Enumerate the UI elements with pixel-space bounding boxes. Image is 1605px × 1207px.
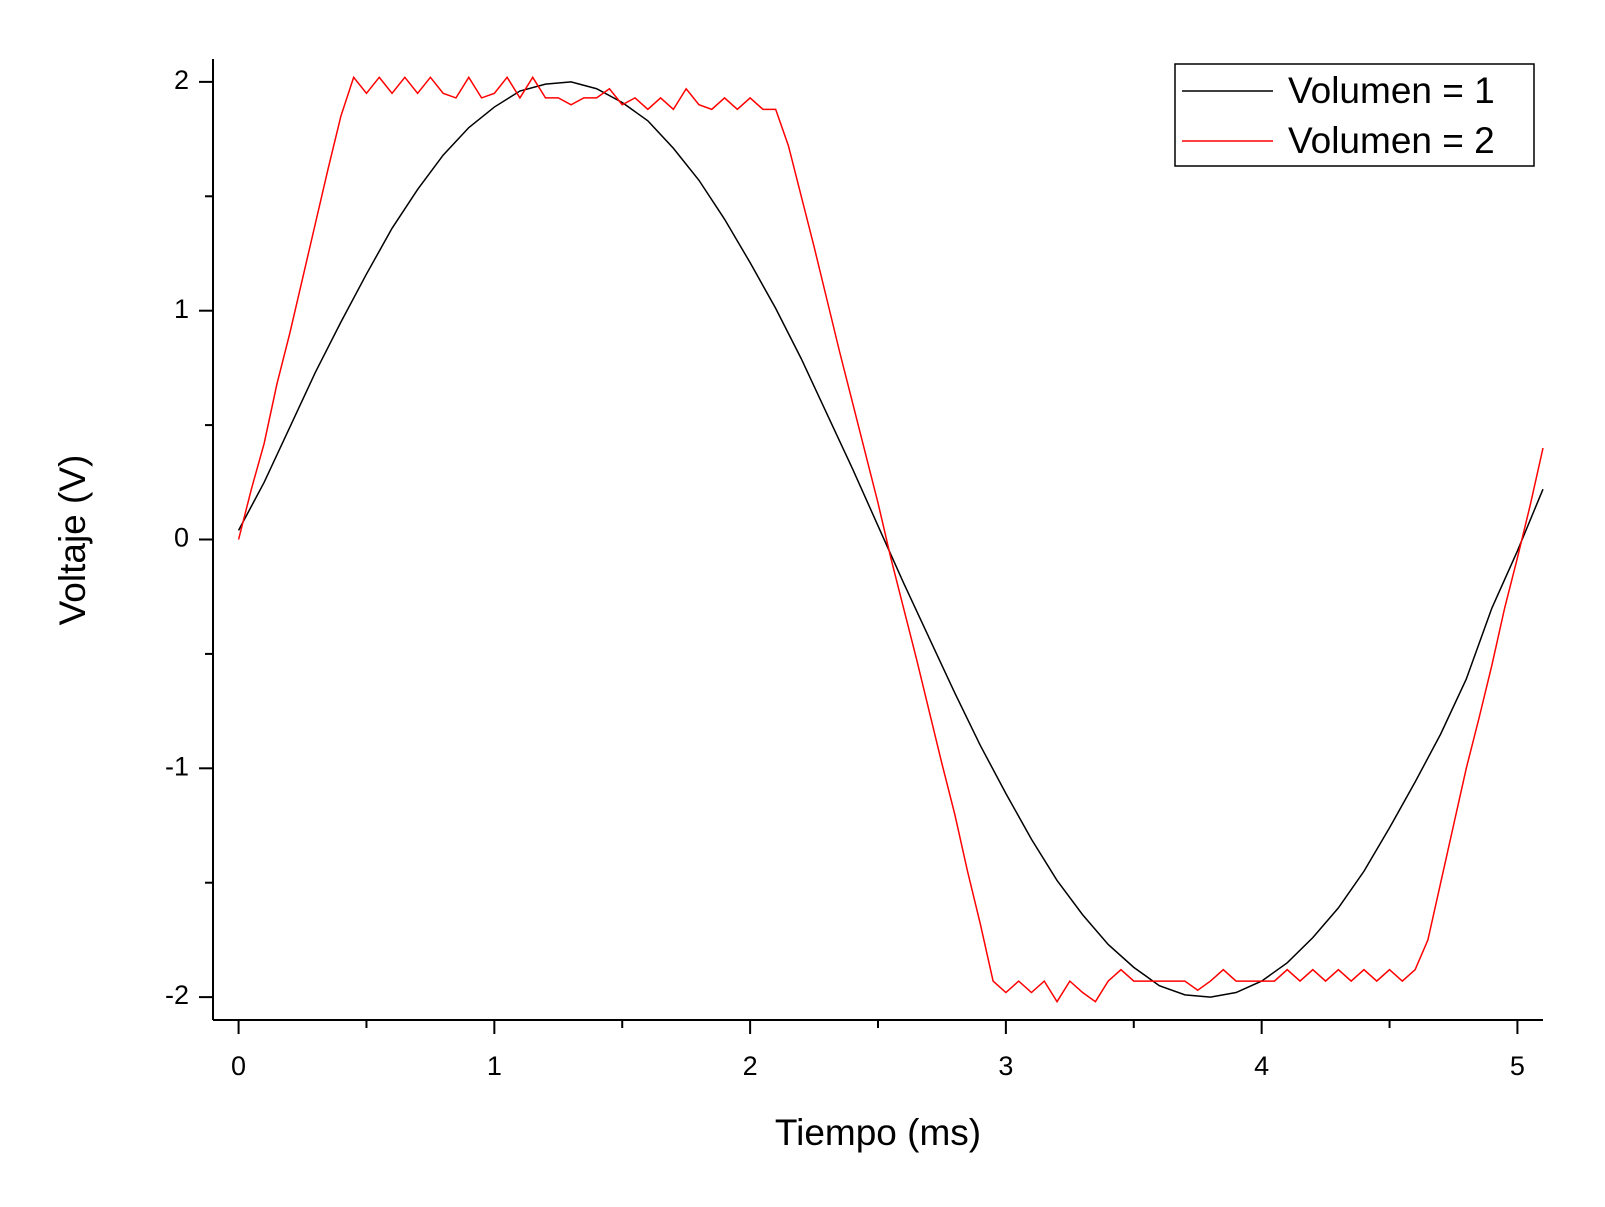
series-line	[237, 75, 1544, 1004]
x-tick-label: 5	[1510, 1051, 1525, 1081]
y-axis-title: Voltaje (V)	[52, 455, 93, 626]
series-line	[237, 81, 1544, 998]
legend-box	[1174, 63, 1535, 167]
y-tick-label: -2	[165, 980, 189, 1010]
x-tick-label: 1	[487, 1051, 502, 1081]
x-tick-label: 2	[743, 1051, 758, 1081]
x-tick-label: 4	[1254, 1051, 1269, 1081]
y-tick-label: 0	[174, 523, 189, 553]
legend-label: Volumen = 1	[1288, 70, 1495, 111]
legend-label: Volumen = 2	[1288, 120, 1495, 161]
x-tick-label: 3	[998, 1051, 1013, 1081]
y-tick-label: 2	[174, 65, 189, 95]
x-axis-title: Tiempo (ms)	[775, 1112, 981, 1153]
y-tick-label: -1	[165, 751, 189, 781]
x-tick-label: 0	[231, 1051, 246, 1081]
y-tick-label: 1	[174, 294, 189, 324]
